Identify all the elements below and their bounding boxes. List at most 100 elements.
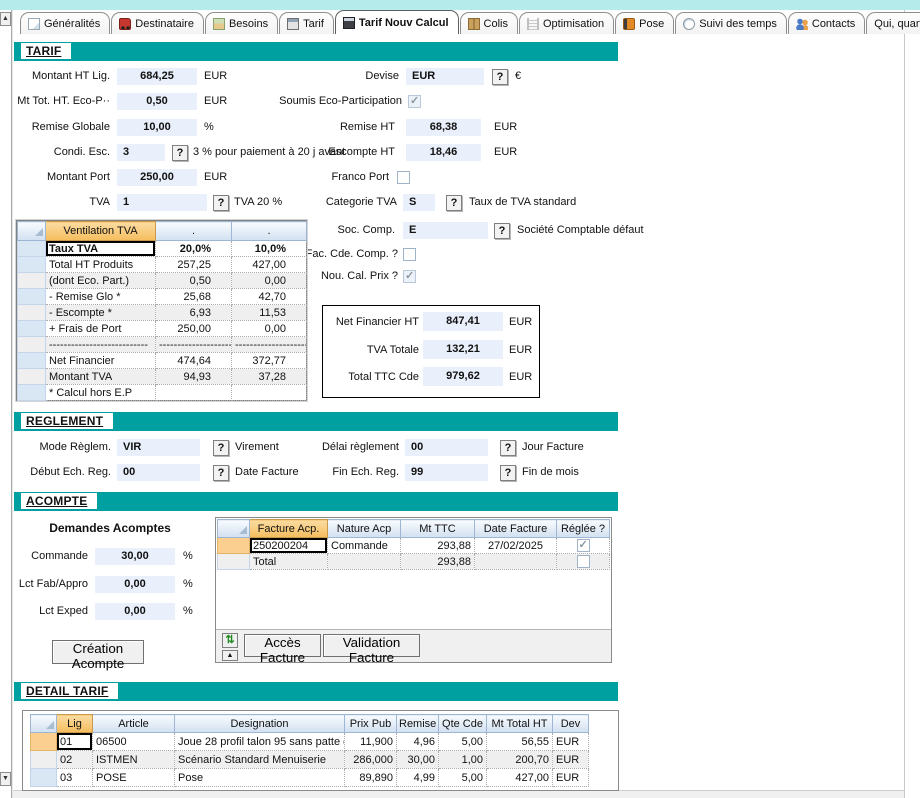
fin-ech-field[interactable]: 99: [405, 464, 488, 481]
mt-total-ht-cell[interactable]: 427,00: [487, 769, 553, 787]
delai-reglement-field[interactable]: 00: [405, 439, 488, 456]
detail-header-lig[interactable]: Lig: [57, 715, 93, 733]
row-selector[interactable]: [218, 538, 250, 554]
designation-cell[interactable]: Scénario Standard Menuiserie: [175, 751, 345, 769]
qte-cde-cell[interactable]: 5,00: [439, 733, 487, 751]
lig-cell[interactable]: 01: [57, 733, 93, 751]
qte-cde-cell[interactable]: 1,00: [439, 751, 487, 769]
debut-ech-help-button[interactable]: ?: [213, 465, 229, 481]
mt-ttc-cell[interactable]: 293,88: [401, 538, 475, 554]
tab-besoins[interactable]: Besoins: [205, 12, 278, 34]
article-cell[interactable]: 06500: [93, 733, 175, 751]
prix-pub-cell[interactable]: 89,890: [345, 769, 397, 787]
acompte-header-reglee[interactable]: Réglée ?: [557, 520, 610, 538]
montant-port-field[interactable]: 250,00: [117, 169, 197, 186]
row-selector[interactable]: [31, 769, 57, 787]
devise-field[interactable]: EUR: [406, 68, 484, 85]
mt-ttc-cell[interactable]: 293,88: [401, 554, 475, 570]
devise-help-button[interactable]: ?: [492, 69, 508, 85]
lct-fab-field[interactable]: 0,00: [95, 576, 175, 593]
reglee-checkbox[interactable]: [577, 555, 590, 568]
remise-cell[interactable]: 4,99: [397, 769, 439, 787]
remise-cell[interactable]: 30,00: [397, 751, 439, 769]
ventilation-header-col20[interactable]: .: [156, 222, 232, 241]
eco-part-field[interactable]: 0,50: [117, 93, 197, 110]
ventilation-header[interactable]: Ventilation TVA: [46, 222, 156, 241]
facture-cell[interactable]: 250200204: [250, 538, 328, 554]
prix-pub-cell[interactable]: 286,000: [345, 751, 397, 769]
article-cell[interactable]: POSE: [93, 769, 175, 787]
condi-esc-help-button[interactable]: ?: [172, 145, 188, 161]
categorie-tva-help-button[interactable]: ?: [446, 195, 462, 211]
tab-generalites[interactable]: Généralités: [20, 12, 110, 34]
mt-total-ht-cell[interactable]: 56,55: [487, 733, 553, 751]
franco-port-checkbox[interactable]: [397, 171, 410, 184]
acompte-header-mtttc[interactable]: Mt TTC: [401, 520, 475, 538]
acompte-header-date[interactable]: Date Facture: [475, 520, 557, 538]
validation-facture-button[interactable]: Validation Facture: [323, 634, 420, 657]
tva-help-button[interactable]: ?: [213, 195, 229, 211]
tab-tarif-nouv-calcul[interactable]: Tarif Nouv Calcul: [335, 10, 459, 34]
categorie-tva-field[interactable]: S: [403, 194, 435, 211]
acces-facture-button[interactable]: Accès Facture: [244, 634, 321, 657]
montant-ht-field[interactable]: 684,25: [117, 68, 197, 85]
remise-globale-field[interactable]: 10,00: [117, 119, 197, 136]
detail-header-prix-pub[interactable]: Prix Pub: [345, 715, 397, 733]
remise-ht-field[interactable]: 68,38: [406, 119, 481, 136]
scrollbar-down-button[interactable]: ▼: [0, 772, 11, 786]
lig-cell[interactable]: 02: [57, 751, 93, 769]
escompte-ht-field[interactable]: 18,46: [406, 144, 481, 161]
collapse-icon[interactable]: ▲: [222, 650, 238, 661]
tab-tarif[interactable]: Tarif: [279, 12, 334, 34]
date-facture-cell[interactable]: [475, 554, 557, 570]
scrollbar-up-button[interactable]: ▲: [0, 12, 11, 26]
detail-header-dev[interactable]: Dev: [553, 715, 589, 733]
article-cell[interactable]: ISTMEN: [93, 751, 175, 769]
detail-header-remise[interactable]: Remise: [397, 715, 439, 733]
delai-reglement-help-button[interactable]: ?: [500, 440, 516, 456]
dev-cell[interactable]: EUR: [553, 751, 589, 769]
mt-total-ht-cell[interactable]: 200,70: [487, 751, 553, 769]
tab-suivi-des-temps[interactable]: Suivi des temps: [675, 12, 787, 34]
designation-cell[interactable]: Joue 28 profil talon 95 sans patte d: [175, 733, 345, 751]
arrows-icon[interactable]: ⇅: [222, 633, 238, 648]
nature-cell[interactable]: [328, 554, 401, 570]
detail-header-mt-total-ht[interactable]: Mt Total HT: [487, 715, 553, 733]
soc-comp-field[interactable]: E: [403, 222, 488, 239]
dev-cell[interactable]: EUR: [553, 733, 589, 751]
fac-cde-comp-checkbox[interactable]: [403, 248, 416, 261]
remise-cell[interactable]: 4,96: [397, 733, 439, 751]
tab-destinataire[interactable]: Destinataire: [111, 12, 204, 34]
fin-ech-help-button[interactable]: ?: [500, 465, 516, 481]
acompte-header-facture[interactable]: Facture Acp.: [250, 520, 328, 538]
commande-field[interactable]: 30,00: [95, 548, 175, 565]
lct-exped-field[interactable]: 0,00: [95, 603, 175, 620]
detail-header-article[interactable]: Article: [93, 715, 175, 733]
creation-acompte-button[interactable]: Création Acompte: [52, 640, 144, 664]
tva-field[interactable]: 1: [117, 194, 207, 211]
condi-esc-field[interactable]: 3: [117, 144, 165, 161]
detail-header-qte-cde[interactable]: Qte Cde: [439, 715, 487, 733]
prix-pub-cell[interactable]: 11,900: [345, 733, 397, 751]
mode-reglem-field[interactable]: VIR: [117, 439, 200, 456]
date-facture-cell[interactable]: 27/02/2025: [475, 538, 557, 554]
lig-cell[interactable]: 03: [57, 769, 93, 787]
facture-cell[interactable]: Total: [250, 554, 328, 570]
dev-cell[interactable]: EUR: [553, 769, 589, 787]
mode-reglem-help-button[interactable]: ?: [213, 440, 229, 456]
tab-colis[interactable]: Colis: [460, 12, 518, 34]
reglee-checkbox[interactable]: [577, 539, 590, 552]
debut-ech-field[interactable]: 00: [117, 464, 200, 481]
tab-pose[interactable]: Pose: [615, 12, 674, 34]
tab-qui-quand[interactable]: Qui, quand ?: [866, 12, 920, 34]
detail-header-designation[interactable]: Designation: [175, 715, 345, 733]
tab-optimisation[interactable]: Optimisation: [519, 12, 614, 34]
designation-cell[interactable]: Pose: [175, 769, 345, 787]
qte-cde-cell[interactable]: 5,00: [439, 769, 487, 787]
row-selector[interactable]: [218, 554, 250, 570]
soc-comp-help-button[interactable]: ?: [494, 223, 510, 239]
row-selector[interactable]: [31, 733, 57, 751]
nature-cell[interactable]: Commande: [328, 538, 401, 554]
row-selector[interactable]: [31, 751, 57, 769]
tab-contacts[interactable]: Contacts: [788, 12, 865, 34]
